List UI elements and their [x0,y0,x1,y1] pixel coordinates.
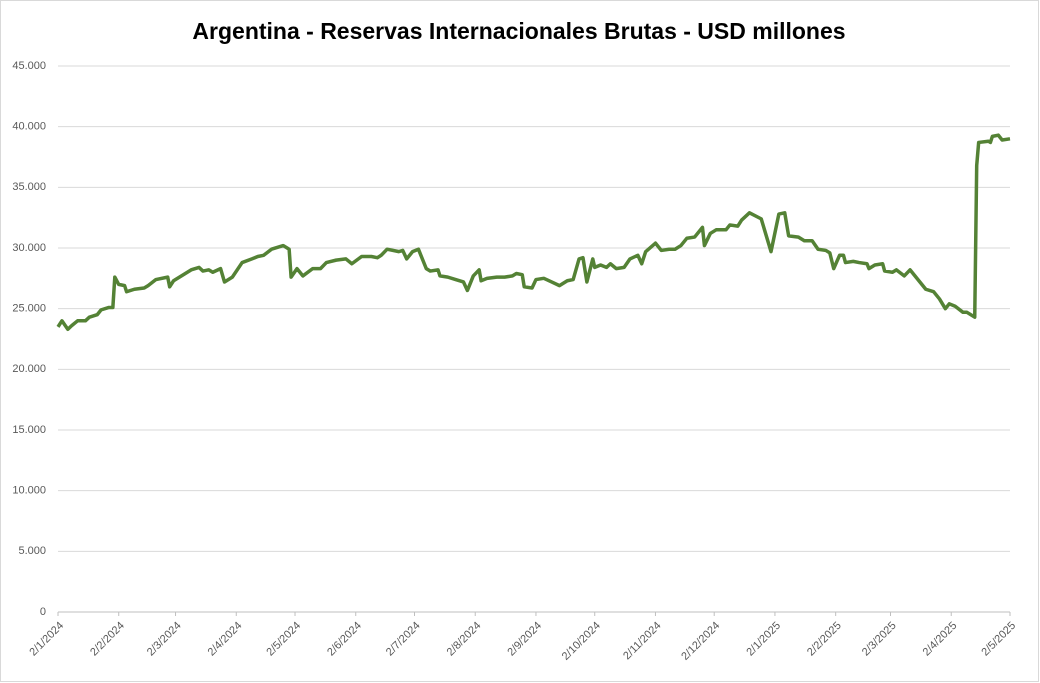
y-tick-label: 35.000 [12,181,46,193]
y-tick-label: 15.000 [12,424,46,436]
data-line [56,133,1011,332]
chart-title: Argentina - Reservas Internacionales Bru… [192,18,845,44]
y-tick-label: 20.000 [12,363,46,375]
y-tick-label: 45.000 [12,60,46,72]
y-tick-label: 0 [40,606,46,618]
y-tick-label: 5.000 [18,545,46,557]
y-tick-label: 10.000 [12,485,46,497]
y-tick-label: 25.000 [12,303,46,315]
y-tick-label: 30.000 [12,242,46,254]
y-tick-label: 40.000 [12,121,46,133]
